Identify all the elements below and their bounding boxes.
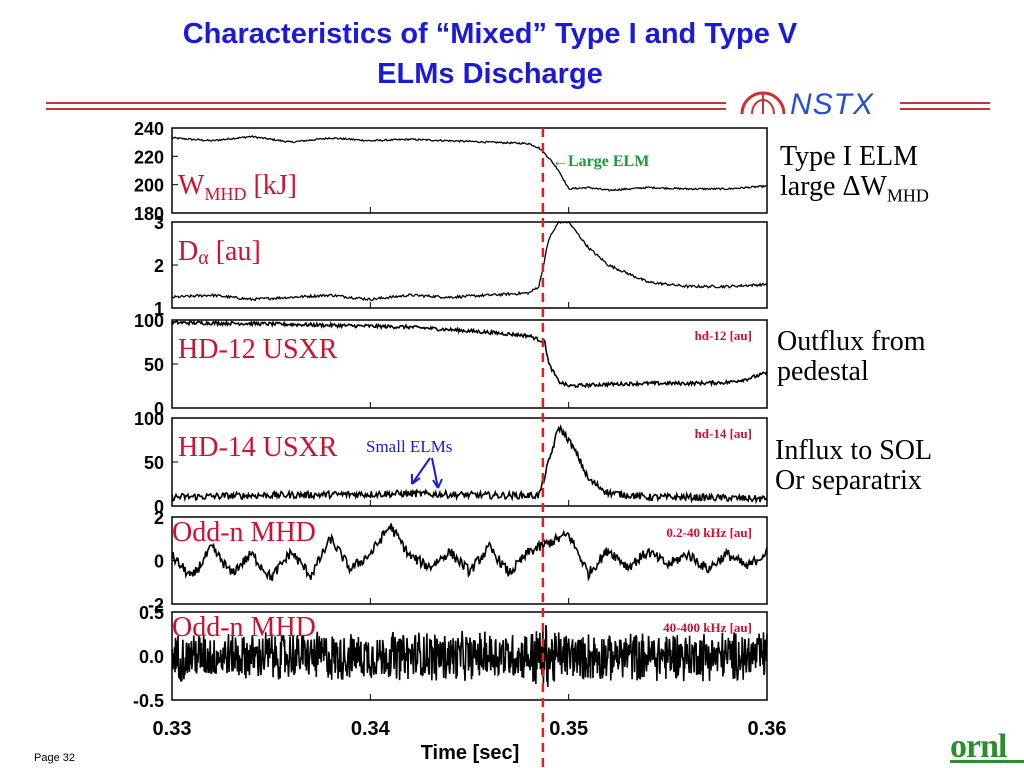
x-tick-label: 0.33 [153,718,192,740]
large-elm-label: ←Large ELM [552,153,649,170]
y-tick-label: 180 [134,204,164,224]
annotation-outflux-line2: pedestal [777,356,869,387]
panel-label-4: HD-14 USXR [178,432,338,463]
annotation-outflux-line1: Outflux from [777,326,926,357]
annotation-influx-line1: Influx to SOL [775,435,933,466]
title-line-1: Characteristics of “Mixed” Type I and Ty… [182,18,798,50]
annotation-outflux: Outflux from pedestal [777,327,926,387]
y-tick-label: 0.5 [139,603,164,623]
header-rule-bottom-right [900,108,990,110]
panel-label-3: HD-12 USXR [178,334,338,365]
y-tick-label: 3 [154,213,164,233]
panel-frame-4 [171,417,768,507]
annotation-type1: Type I ELM large ΔWMHD [780,142,929,211]
x-axis-label: Time [sec] [421,742,520,764]
y-tick-label: 50 [144,453,164,473]
series-trace-1 [171,135,768,192]
panel-label-2: Dα [au] [178,236,261,269]
panel-frame-2 [171,221,768,309]
nstx-emblem-icon [740,91,786,115]
y-tick-label: 220 [134,147,164,167]
title-line-2: ELMs Discharge [377,58,603,90]
y-tick-label: -2 [148,595,164,615]
panel-frame-1 [171,127,768,214]
y-tick-label: 100 [134,311,164,331]
small-elm-arrow-icon [431,457,443,489]
annotation-influx: Influx to SOL Or separatrix [775,436,932,496]
annotation-type1-line2: large ΔWMHD [780,172,929,211]
panel-label-5: Odd-n MHD [172,517,316,548]
y-tick-label: 1 [154,299,164,319]
series-trace-2 [171,221,768,302]
ornl-logo: ornl [950,728,1007,765]
panel-unit-label-5: 0.2-40 kHz [au] [666,525,752,540]
panel-unit-label-6: 40-400 kHz [au] [663,620,752,635]
y-tick-label: 240 [134,119,164,139]
y-tick-label: 0.0 [139,647,164,667]
y-tick-label: 0 [154,552,164,572]
ornl-logo-underline [950,760,1024,763]
panel-label-6: Odd-n MHD [172,612,316,643]
annotation-influx-line2: Or separatrix [775,465,922,496]
y-tick-label: 50 [144,355,164,375]
small-elms-label: Small ELMs [366,437,452,456]
header-rule-bottom-left [46,108,726,110]
x-tick-label: 0.35 [549,718,588,740]
y-tick-label: 0 [154,497,164,517]
header-rule-top-left [46,102,726,104]
panel-unit-label-4: hd-14 [au] [695,426,752,441]
slide-title: Characteristics of “Mixed” Type I and Ty… [80,14,900,94]
panel-label-1: WMHD [kJ] [178,170,297,204]
series-trace-3 [171,319,768,389]
y-tick-label: 2 [154,508,164,528]
panel-frame-5 [171,516,768,605]
y-tick-label: 0 [154,399,164,419]
annotation-type1-sub: MHD [886,185,929,206]
x-tick-label: 0.36 [748,718,787,740]
annotation-type1-line1: Type I ELM [780,141,919,172]
y-tick-label: -0.5 [133,691,164,711]
nstx-logo: NSTX [790,88,875,121]
annotation-type1-prefix: large ΔW [780,171,887,202]
y-tick-label: 2 [154,256,164,276]
y-tick-label: 200 [134,176,164,196]
header-rule-top-right [900,102,990,104]
small-elm-arrow-icon [411,457,431,485]
series-trace-4 [171,423,768,505]
panel-frame-3 [171,319,768,409]
series-trace-5 [171,523,768,582]
x-tick-label: 0.34 [351,718,391,740]
panel-unit-label-3: hd-12 [au] [695,328,752,343]
y-tick-label: 100 [134,409,164,429]
series-trace-6 [171,624,768,688]
page-number: Page 32 [34,752,75,764]
